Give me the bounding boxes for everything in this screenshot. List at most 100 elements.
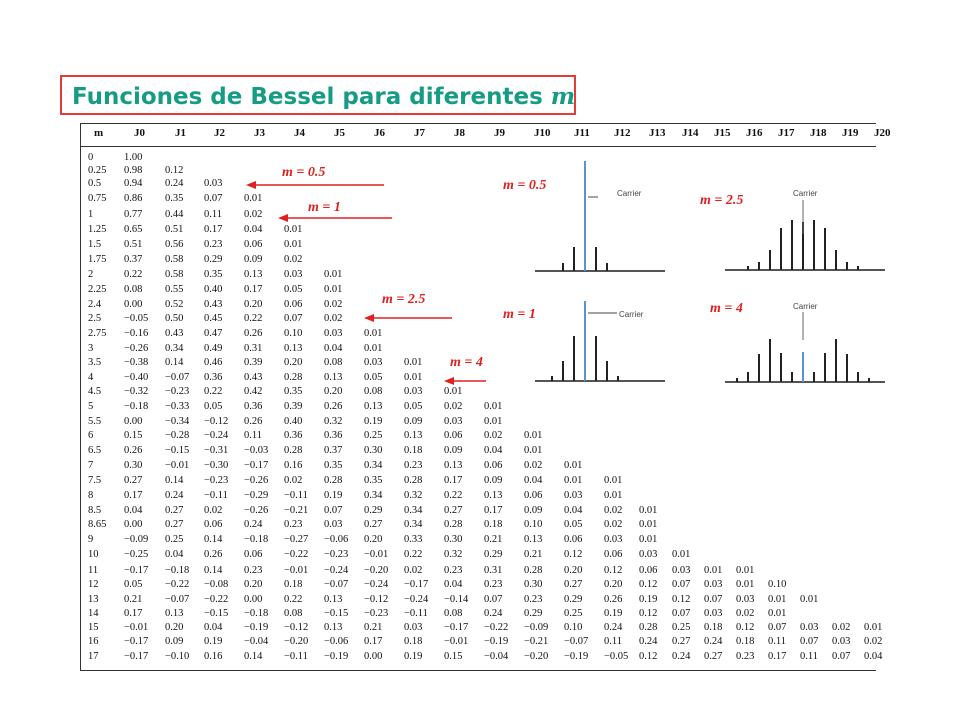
table-cell: 0.09: [404, 416, 423, 427]
table-cell: 0.06: [484, 460, 503, 471]
spectrum-label: m = 1: [503, 307, 536, 322]
table-cell: 0.23: [484, 579, 503, 590]
table-cell: 0.28: [284, 445, 303, 456]
column-header: J19: [842, 127, 859, 139]
table-cell: 0.01: [639, 505, 658, 516]
table-cell: 0.21: [524, 549, 543, 560]
table-cell: 0.12: [736, 622, 755, 633]
table-cell: 0.24: [604, 622, 623, 633]
table-cell: −0.08: [204, 579, 229, 590]
table-cell: 0.29: [564, 594, 583, 605]
table-row-m: 0.75: [88, 193, 107, 204]
table-cell: 0.00: [124, 519, 143, 530]
table-cell: 0.36: [324, 430, 343, 441]
table-cell: 0.04: [204, 622, 223, 633]
table-cell: −0.15: [204, 608, 229, 619]
table-cell: 0.34: [364, 490, 383, 501]
table-cell: 0.49: [204, 343, 223, 354]
table-cell: 0.14: [165, 475, 184, 486]
table-cell: 0.23: [244, 565, 263, 576]
table-header-rule: [80, 146, 876, 147]
table-cell: 0.01: [284, 224, 303, 235]
table-cell: 0.20: [364, 534, 383, 545]
table-row-m: 2.75: [88, 328, 107, 339]
table-cell: 0.07: [704, 594, 723, 605]
table-cell: 0.20: [604, 579, 623, 590]
table-cell: 0.28: [324, 475, 343, 486]
table-cell: 0.03: [800, 622, 819, 633]
table-cell: −0.22: [204, 594, 229, 605]
table-cell: 0.24: [244, 519, 263, 530]
table-cell: 0.03: [736, 594, 755, 605]
table-cell: −0.05: [124, 313, 149, 324]
table-cell: 0.18: [704, 622, 723, 633]
table-cell: 0.35: [364, 475, 383, 486]
table-cell: 0.03: [564, 490, 583, 501]
table-cell: 0.34: [165, 343, 184, 354]
table-cell: −0.11: [284, 651, 308, 662]
table-cell: 0.30: [124, 460, 143, 471]
table-cell: 0.45: [204, 313, 223, 324]
table-cell: 0.00: [364, 651, 383, 662]
table-cell: 0.01: [639, 519, 658, 530]
column-header: J11: [574, 127, 590, 139]
table-cell: −0.20: [284, 636, 309, 647]
table-cell: 0.13: [524, 534, 543, 545]
table-cell: 0.20: [244, 579, 263, 590]
table-cell: −0.04: [244, 636, 269, 647]
table-row-m: 3.5: [88, 357, 102, 368]
table-cell: 0.32: [404, 490, 423, 501]
column-header: J10: [534, 127, 551, 139]
table-cell: 0.35: [204, 269, 223, 280]
table-row-m: 7.5: [88, 475, 102, 486]
column-header: m: [94, 127, 104, 139]
table-cell: −0.24: [204, 430, 229, 441]
table-row-m: 17: [88, 651, 99, 662]
table-cell: −0.03: [244, 445, 269, 456]
table-cell: 0.04: [324, 343, 343, 354]
table-cell: 0.07: [324, 505, 343, 516]
table-cell: 0.31: [244, 343, 263, 354]
table-cell: 0.13: [484, 490, 503, 501]
annotation-label: m = 2.5: [382, 292, 426, 307]
table-cell: 0.04: [484, 445, 503, 456]
table-cell: 0.07: [768, 622, 787, 633]
table-cell: 0.22: [244, 313, 263, 324]
table-cell: −0.20: [524, 651, 549, 662]
table-row-m: 16: [88, 636, 99, 647]
arrow-head: [444, 377, 454, 385]
table-cell: 0.55: [165, 284, 184, 295]
table-cell: 0.50: [165, 313, 184, 324]
table-cell: 0.51: [124, 239, 143, 250]
table-cell: 0.29: [484, 549, 503, 560]
table-cell: 0.04: [864, 651, 883, 662]
table-cell: 0.26: [324, 401, 343, 412]
table-cell: 0.98: [124, 165, 143, 176]
table-cell: 0.17: [204, 224, 223, 235]
table-cell: 0.15: [124, 430, 143, 441]
table-cell: −0.24: [324, 565, 349, 576]
table-cell: 0.21: [124, 594, 143, 605]
table-cell: 0.03: [639, 549, 658, 560]
column-header: J18: [810, 127, 827, 139]
table-cell: 0.27: [364, 519, 383, 530]
table-cell: 0.01: [604, 490, 623, 501]
table-row-m: 7: [88, 460, 94, 471]
table-cell: 0.26: [604, 594, 623, 605]
table-cell: 0.06: [204, 519, 223, 530]
table-cell: −0.01: [165, 460, 190, 471]
table-cell: 0.36: [204, 372, 223, 383]
table-cell: 0.30: [444, 534, 463, 545]
table-cell: 0.20: [324, 386, 343, 397]
table-cell: 0.19: [324, 490, 343, 501]
table-cell: 0.18: [284, 579, 303, 590]
table-cell: −0.12: [284, 622, 309, 633]
table-row-m: 1: [88, 209, 94, 220]
table-cell: −0.18: [165, 565, 190, 576]
table-cell: −0.15: [324, 608, 349, 619]
column-header: J2: [214, 127, 225, 139]
table-cell: −0.17: [244, 460, 269, 471]
table-cell: 0.30: [524, 579, 543, 590]
table-cell: 0.11: [204, 209, 222, 220]
